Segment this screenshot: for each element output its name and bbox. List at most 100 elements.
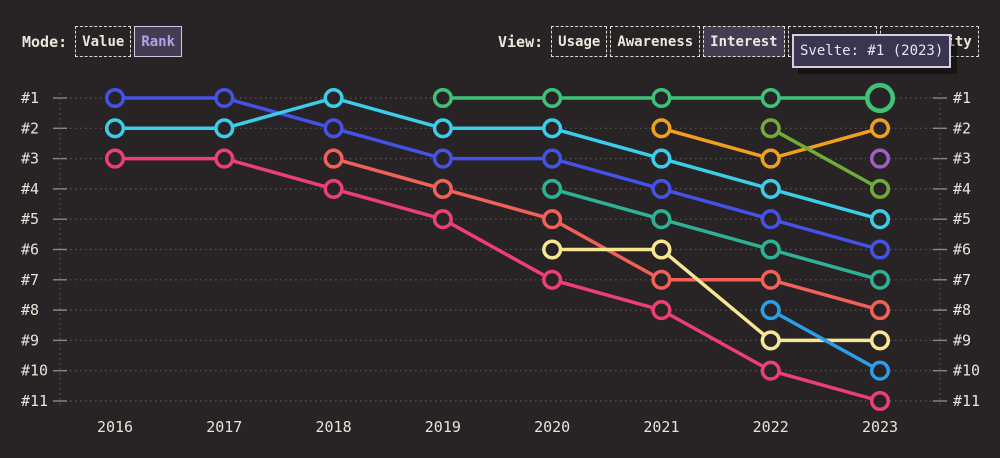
- rank-label-left: #1: [21, 89, 39, 107]
- point-svelte-2022[interactable]: [760, 87, 781, 109]
- point-cyan-2022[interactable]: [760, 178, 781, 199]
- point-yellow-2023[interactable]: [869, 330, 891, 351]
- series-line-lightblue: [768, 308, 882, 373]
- rank-label-left: #11: [21, 392, 48, 410]
- point-yellow-2020[interactable]: [542, 239, 563, 260]
- point-pink-2017[interactable]: [214, 148, 235, 169]
- point-lightblue-2022[interactable]: [760, 300, 781, 321]
- point-teal-2022[interactable]: [760, 239, 781, 260]
- point-svelte-2021[interactable]: [651, 87, 672, 109]
- point-indigo-2022[interactable]: [760, 209, 781, 230]
- mode-option-rank[interactable]: Rank: [134, 26, 183, 57]
- series-line-pink: [113, 156, 882, 403]
- point-pink-2023[interactable]: [869, 390, 891, 412]
- series-line-salmon: [331, 156, 882, 312]
- view-option-usage[interactable]: Usage: [551, 26, 608, 57]
- rank-label-left: #9: [21, 331, 39, 349]
- point-cyan-2019[interactable]: [432, 118, 453, 139]
- point-pink-2019[interactable]: [432, 209, 453, 230]
- rank-label-right: #10: [953, 362, 980, 380]
- point-cyan-2018[interactable]: [323, 87, 344, 109]
- point-pink-2020[interactable]: [542, 269, 563, 290]
- rank-label-left: #10: [21, 362, 48, 380]
- point-teal-2023[interactable]: [869, 269, 891, 290]
- rank-label-right: #3: [953, 150, 971, 168]
- point-cyan-2020[interactable]: [542, 118, 563, 139]
- year-label: 2021: [643, 418, 679, 436]
- point-purple-2023[interactable]: [869, 148, 891, 169]
- rank-label-right: #9: [953, 331, 971, 349]
- rank-label-left: #6: [21, 241, 39, 259]
- point-orange-2021[interactable]: [651, 118, 672, 139]
- point-salmon-2020[interactable]: [542, 209, 563, 230]
- rank-label-right: #11: [953, 392, 980, 410]
- tooltip: Svelte: #1 (2023): [792, 34, 952, 68]
- highlighted-point-svelte[interactable]: [864, 82, 896, 114]
- point-indigo-2018[interactable]: [323, 118, 344, 139]
- point-salmon-2022[interactable]: [760, 269, 781, 290]
- mode-control: Mode: Value Rank: [22, 26, 185, 57]
- point-olive-2022[interactable]: [760, 118, 781, 139]
- rank-label-left: #5: [21, 210, 39, 228]
- point-indigo-2019[interactable]: [432, 148, 453, 169]
- year-label: 2016: [97, 418, 133, 436]
- point-pink-2021[interactable]: [651, 300, 672, 321]
- rank-label-left: #3: [21, 150, 39, 168]
- series-line-indigo: [113, 96, 882, 252]
- point-cyan-2021[interactable]: [651, 148, 672, 169]
- point-orange-2022[interactable]: [760, 148, 781, 169]
- rank-label-right: #6: [953, 241, 971, 259]
- view-option-awareness[interactable]: Awareness: [610, 26, 701, 57]
- point-indigo-2020[interactable]: [542, 148, 563, 169]
- point-teal-2020[interactable]: [542, 178, 563, 199]
- rank-label-right: #8: [953, 301, 971, 319]
- point-indigo-2017[interactable]: [214, 87, 235, 109]
- point-salmon-2018[interactable]: [323, 148, 344, 169]
- rank-label-left: #2: [21, 119, 39, 137]
- point-indigo-2021[interactable]: [651, 178, 672, 199]
- year-label: 2020: [534, 418, 570, 436]
- point-lightblue-2023[interactable]: [869, 360, 891, 381]
- year-label: 2022: [753, 418, 789, 436]
- mode-label: Mode:: [22, 32, 68, 51]
- point-teal-2021[interactable]: [651, 209, 672, 230]
- rank-label-right: #7: [953, 271, 971, 289]
- rank-label-right: #2: [953, 119, 971, 137]
- rank-label-right: #4: [953, 180, 971, 198]
- point-orange-2023[interactable]: [869, 118, 891, 139]
- point-indigo-2016[interactable]: [104, 87, 126, 109]
- point-yellow-2022[interactable]: [760, 330, 781, 351]
- year-label: 2023: [862, 418, 898, 436]
- rank-label-left: #8: [21, 301, 39, 319]
- rank-label-left: #7: [21, 271, 39, 289]
- year-label: 2019: [425, 418, 461, 436]
- point-olive-2023[interactable]: [869, 178, 891, 199]
- view-label: View:: [498, 32, 544, 51]
- point-pink-2022[interactable]: [760, 360, 781, 381]
- mode-option-value[interactable]: Value: [75, 26, 132, 57]
- point-cyan-2023[interactable]: [869, 209, 891, 230]
- series-line-teal: [550, 187, 882, 282]
- point-indigo-2023[interactable]: [869, 239, 891, 260]
- series-line-cyan: [113, 96, 882, 221]
- point-svelte-2020[interactable]: [542, 87, 563, 109]
- rank-label-right: #1: [953, 89, 971, 107]
- point-cyan-2016[interactable]: [104, 118, 126, 139]
- point-cyan-2017[interactable]: [214, 118, 235, 139]
- tooltip-text: Svelte: #1 (2023): [800, 43, 944, 59]
- rank-label-right: #5: [953, 210, 971, 228]
- point-salmon-2021[interactable]: [651, 269, 672, 290]
- point-salmon-2019[interactable]: [432, 178, 453, 199]
- point-yellow-2021[interactable]: [651, 239, 672, 260]
- view-option-interest[interactable]: Interest: [703, 26, 785, 57]
- mode-button-group: Value Rank: [75, 26, 185, 57]
- point-salmon-2023[interactable]: [869, 300, 891, 321]
- rank-label-left: #4: [21, 180, 39, 198]
- series-line-olive: [768, 126, 882, 191]
- year-label: 2017: [206, 418, 242, 436]
- point-pink-2016[interactable]: [104, 148, 126, 169]
- point-pink-2018[interactable]: [323, 178, 344, 199]
- year-label: 2018: [316, 418, 352, 436]
- point-svelte-2019[interactable]: [432, 87, 453, 109]
